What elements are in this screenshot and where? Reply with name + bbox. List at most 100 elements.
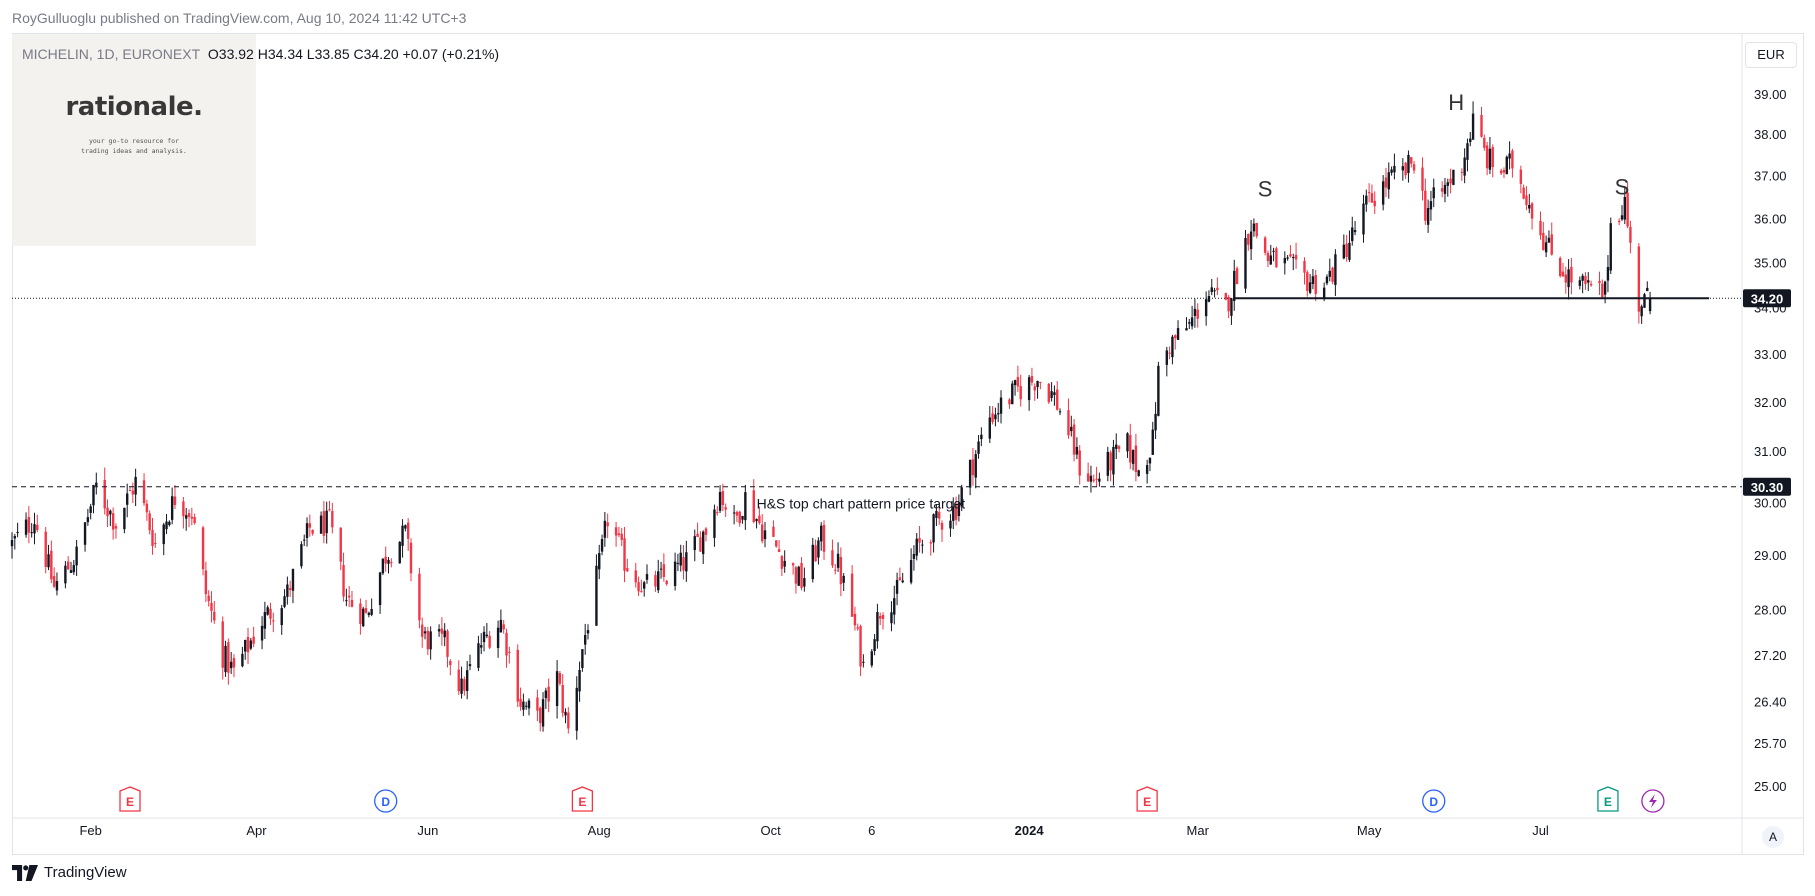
- candle: [342, 552, 345, 602]
- candle-body: [1648, 298, 1652, 312]
- candle-body: [1129, 434, 1132, 463]
- candle-body: [1016, 377, 1020, 387]
- event-marker-e[interactable]: E: [1136, 786, 1158, 812]
- candle-body: [721, 491, 725, 506]
- candle: [999, 390, 1003, 424]
- candle: [940, 520, 944, 542]
- candle: [693, 529, 696, 562]
- candle: [949, 514, 952, 537]
- candle: [131, 482, 135, 504]
- candle: [1609, 217, 1612, 274]
- candle: [33, 512, 36, 545]
- candle: [1578, 276, 1582, 290]
- candle: [83, 522, 87, 552]
- candle-body: [1640, 306, 1643, 317]
- candle-body: [1109, 452, 1112, 471]
- candle: [1252, 218, 1256, 237]
- candle-body: [64, 565, 67, 584]
- candle-body: [954, 505, 958, 520]
- candle: [325, 501, 328, 544]
- candle-body: [409, 542, 413, 574]
- candle: [364, 599, 368, 614]
- candle-body: [1227, 296, 1230, 312]
- price-tick-label: 29.00: [1754, 548, 1787, 563]
- candle-body: [378, 572, 382, 606]
- price-tick-label: 30.00: [1754, 495, 1787, 510]
- event-marker-d[interactable]: D: [1422, 789, 1446, 813]
- candle: [1488, 136, 1492, 175]
- event-marker-e[interactable]: E: [571, 786, 594, 812]
- candle: [229, 651, 233, 674]
- earnings-icon: [119, 786, 141, 812]
- candle: [1095, 466, 1098, 488]
- candle: [1598, 271, 1601, 295]
- candle-body: [145, 503, 149, 513]
- candle-body: [822, 524, 826, 552]
- candle: [1050, 382, 1053, 402]
- candle-body: [1387, 172, 1390, 190]
- candle: [308, 514, 312, 537]
- time-tick-label: May: [1357, 823, 1382, 838]
- candle-body: [27, 516, 31, 533]
- candle-body: [1466, 143, 1469, 160]
- candle-body: [283, 596, 286, 607]
- candle-body: [33, 524, 36, 534]
- event-marker-e[interactable]: E: [1597, 786, 1619, 812]
- event-marker-split[interactable]: [1641, 789, 1665, 813]
- candle: [682, 545, 685, 580]
- candle-body: [1294, 254, 1298, 260]
- candle: [836, 542, 840, 572]
- candle: [488, 631, 491, 650]
- candle-body: [1643, 294, 1646, 308]
- tradingview-brand[interactable]: TradingView: [12, 864, 127, 881]
- candle: [980, 427, 983, 447]
- candle: [873, 634, 876, 656]
- candle: [595, 554, 598, 626]
- candle: [362, 606, 365, 628]
- dividend-letter: D: [1429, 795, 1438, 809]
- candle: [918, 526, 921, 553]
- candle-body: [1547, 237, 1551, 243]
- candle: [398, 541, 401, 564]
- time-axis[interactable]: Feb Apr Jun Aug Oct 6 2024 Mar May Jul: [79, 823, 1548, 838]
- auto-scale-button[interactable]: A: [1762, 826, 1784, 848]
- candle: [1086, 462, 1090, 482]
- price-axis[interactable]: 39.00 38.00 37.00 36.00 35.00 34.00 33.00 32.00…: [1754, 87, 1787, 794]
- candle: [1233, 259, 1236, 311]
- candle-body: [1303, 261, 1306, 273]
- price-line-label-bg: [1743, 289, 1791, 308]
- candle-body: [1598, 280, 1601, 284]
- candle-body: [1188, 322, 1191, 324]
- currency-button[interactable]: EUR: [1745, 42, 1797, 68]
- candle-body: [578, 670, 581, 692]
- candle-body: [1053, 392, 1056, 396]
- candle-body: [1207, 296, 1211, 302]
- candle-body: [685, 552, 688, 572]
- candles[interactable]: [10, 101, 1652, 740]
- event-marker-d[interactable]: D: [374, 789, 398, 813]
- candle: [1171, 334, 1174, 365]
- horizontal-lines[interactable]: 34.20 30.30: [12, 289, 1791, 496]
- candle: [1165, 346, 1169, 377]
- candle: [761, 513, 764, 544]
- candle: [1053, 385, 1056, 406]
- candle-body: [1131, 449, 1135, 464]
- candle-body: [280, 608, 283, 626]
- candle-body: [89, 506, 92, 513]
- candle: [1224, 292, 1228, 301]
- candle-body: [311, 529, 314, 534]
- candle-body: [1404, 162, 1407, 176]
- candle-body: [1106, 451, 1110, 476]
- candle: [699, 531, 702, 553]
- candle-body: [1508, 153, 1511, 159]
- candle-body: [932, 514, 935, 543]
- candle-body: [544, 690, 548, 699]
- candle-body: [1269, 255, 1272, 265]
- candle: [249, 637, 253, 651]
- candle: [578, 661, 581, 702]
- candle: [286, 576, 289, 605]
- event-marker-e[interactable]: E: [119, 786, 141, 812]
- candle-body: [968, 459, 972, 488]
